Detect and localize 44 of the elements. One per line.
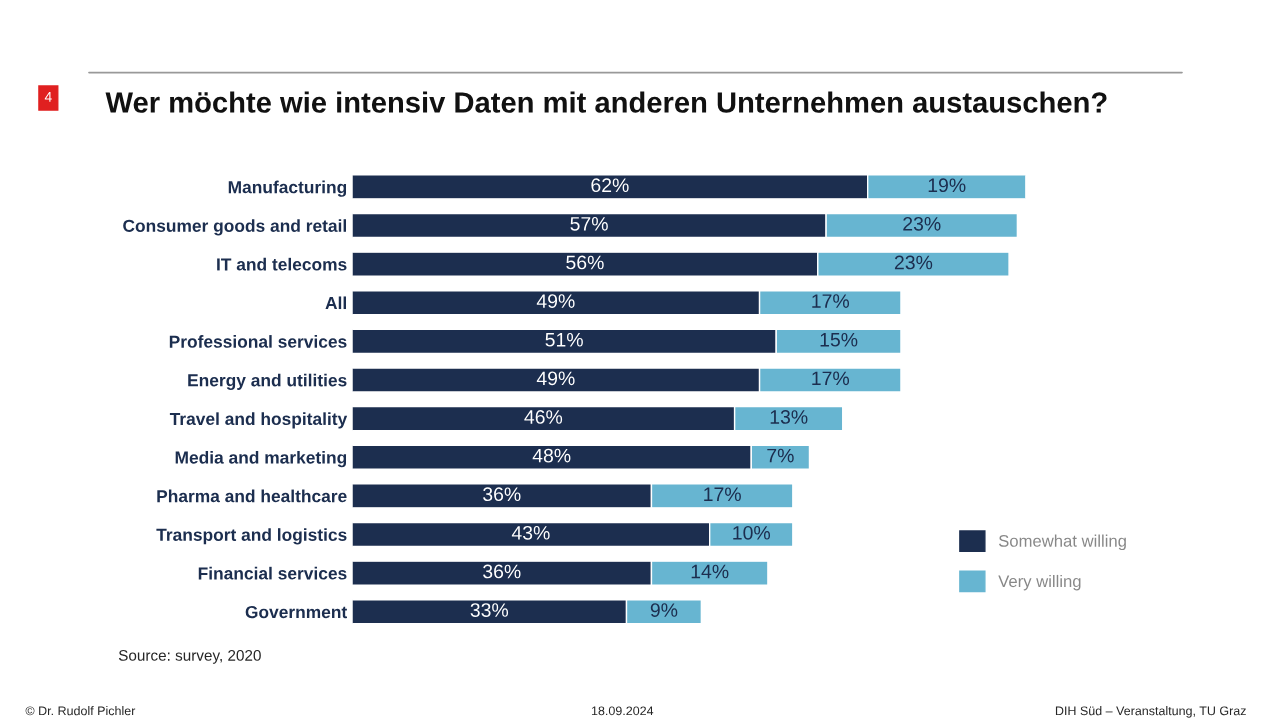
data-label: 17% bbox=[812, 294, 850, 308]
data-label: 23% bbox=[903, 216, 941, 231]
y-tick-label: Pharma and healthcare bbox=[157, 489, 347, 503]
y-tick-label: Professional services bbox=[169, 335, 347, 348]
y-tick-label: Transport and logistics bbox=[156, 528, 347, 545]
data-label: 15% bbox=[820, 332, 858, 347]
data-label: 36% bbox=[483, 564, 521, 579]
data-label: 36% bbox=[483, 487, 521, 502]
text: 4 bbox=[44, 92, 52, 102]
text: © Dr. Rudolf Pichler bbox=[25, 706, 136, 716]
data-label: 57% bbox=[570, 217, 608, 231]
data-label: 48% bbox=[532, 448, 571, 463]
y-tick-label: All bbox=[325, 296, 346, 310]
data-label: 43% bbox=[511, 525, 550, 540]
legend-label: Somewhat willing bbox=[998, 534, 1126, 551]
legend-label: Very willing bbox=[998, 574, 1081, 591]
source-note: Source: survey, 2020 bbox=[118, 649, 261, 664]
data-label: 9% bbox=[650, 603, 678, 617]
y-tick-label: Travel and hospitality bbox=[169, 412, 348, 429]
data-label: 62% bbox=[591, 178, 629, 193]
data-label: 33% bbox=[470, 603, 509, 617]
y-tick-label: IT and telecoms bbox=[217, 257, 347, 271]
y-tick-label: Consumer goods and retail bbox=[123, 219, 346, 236]
y-tick-label: Government bbox=[245, 605, 347, 619]
data-label: 49% bbox=[536, 294, 575, 308]
data-label: 23% bbox=[894, 255, 933, 270]
data-label: 56% bbox=[566, 255, 604, 270]
chart-title: Wer möchte wie intensiv Daten mit anderen Unternehmen austauschen? bbox=[105, 91, 1107, 113]
y-tick-label: Manufacturing bbox=[228, 180, 347, 197]
data-label: 49% bbox=[536, 371, 575, 386]
data-label: 13% bbox=[770, 410, 808, 424]
text: 18.09.2024 bbox=[591, 706, 654, 716]
y-tick-label: Energy and utilities bbox=[188, 373, 347, 390]
data-label: 14% bbox=[691, 564, 729, 579]
data-label: 17% bbox=[704, 487, 741, 501]
data-label: 51% bbox=[545, 332, 583, 347]
data-label: 19% bbox=[928, 178, 966, 193]
data-label: 7% bbox=[767, 448, 794, 463]
y-tick-label: Financial services bbox=[198, 566, 347, 580]
y-tick-label: Media and marketing bbox=[175, 450, 347, 468]
data-label: 46% bbox=[524, 410, 563, 424]
data-label: 10% bbox=[733, 525, 771, 540]
data-label: 17% bbox=[812, 371, 850, 386]
text: DIH Süd – Veranstaltung, TU Graz bbox=[1055, 706, 1246, 718]
